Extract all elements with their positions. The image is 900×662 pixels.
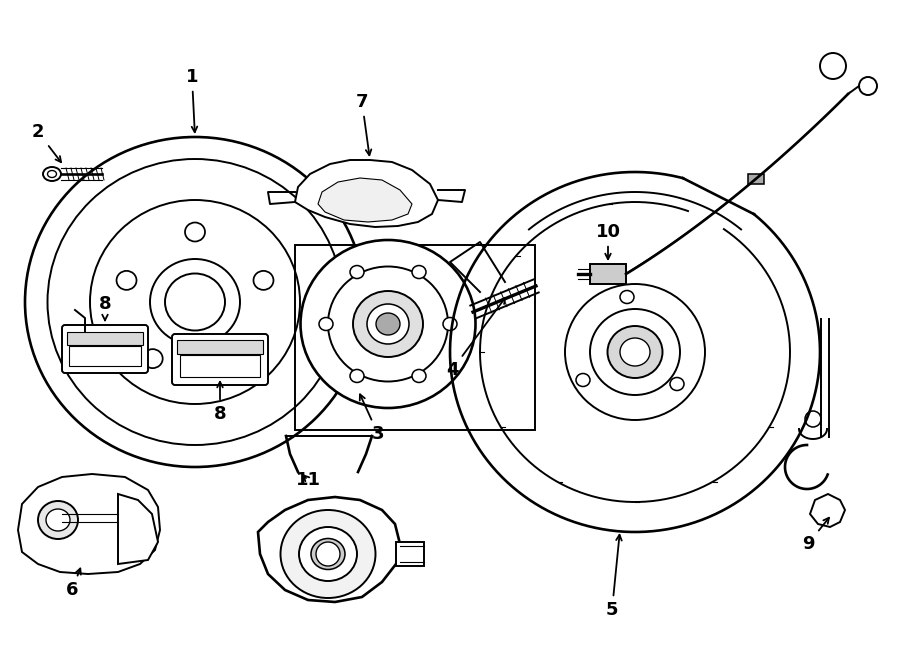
Bar bbox=[396, 542, 424, 566]
Text: 1: 1 bbox=[185, 68, 198, 132]
Ellipse shape bbox=[116, 271, 137, 290]
Ellipse shape bbox=[38, 501, 78, 539]
Ellipse shape bbox=[443, 318, 457, 330]
Ellipse shape bbox=[367, 304, 409, 344]
Ellipse shape bbox=[25, 137, 365, 467]
Text: 7: 7 bbox=[356, 93, 372, 156]
Ellipse shape bbox=[150, 259, 240, 345]
Text: 3: 3 bbox=[360, 395, 384, 443]
Ellipse shape bbox=[143, 349, 163, 368]
Ellipse shape bbox=[185, 222, 205, 242]
Ellipse shape bbox=[48, 159, 343, 445]
Ellipse shape bbox=[620, 338, 650, 366]
Bar bbox=[177, 340, 263, 354]
Bar bbox=[295, 245, 535, 430]
Text: 9: 9 bbox=[802, 518, 829, 553]
Polygon shape bbox=[118, 494, 158, 564]
Bar bbox=[67, 332, 143, 345]
Polygon shape bbox=[258, 497, 400, 602]
Bar bbox=[69, 346, 141, 366]
Bar bbox=[180, 355, 260, 377]
Ellipse shape bbox=[254, 271, 274, 290]
Ellipse shape bbox=[328, 267, 448, 381]
Ellipse shape bbox=[376, 313, 400, 335]
Ellipse shape bbox=[565, 284, 705, 420]
Text: 8: 8 bbox=[99, 295, 112, 320]
Polygon shape bbox=[810, 494, 845, 527]
Text: 4: 4 bbox=[446, 298, 505, 379]
Ellipse shape bbox=[299, 527, 357, 581]
Circle shape bbox=[316, 542, 340, 566]
FancyBboxPatch shape bbox=[62, 325, 148, 373]
Ellipse shape bbox=[311, 538, 345, 569]
Ellipse shape bbox=[412, 369, 426, 383]
Ellipse shape bbox=[350, 369, 364, 383]
Text: 10: 10 bbox=[596, 223, 620, 260]
Ellipse shape bbox=[46, 509, 70, 531]
Ellipse shape bbox=[281, 510, 375, 598]
Ellipse shape bbox=[319, 318, 333, 330]
Text: 8: 8 bbox=[213, 382, 226, 423]
Ellipse shape bbox=[43, 167, 61, 181]
Bar bbox=[590, 264, 626, 284]
Polygon shape bbox=[295, 160, 438, 227]
Ellipse shape bbox=[90, 200, 300, 404]
Ellipse shape bbox=[350, 265, 364, 279]
Ellipse shape bbox=[48, 171, 57, 177]
Ellipse shape bbox=[301, 240, 475, 408]
Ellipse shape bbox=[165, 273, 225, 330]
Text: 6: 6 bbox=[66, 569, 81, 599]
Ellipse shape bbox=[228, 349, 248, 368]
Polygon shape bbox=[318, 178, 412, 222]
Ellipse shape bbox=[590, 309, 680, 395]
Ellipse shape bbox=[412, 265, 426, 279]
Ellipse shape bbox=[620, 291, 634, 303]
Text: 11: 11 bbox=[295, 471, 320, 489]
Text: 2: 2 bbox=[32, 123, 61, 162]
Ellipse shape bbox=[670, 377, 684, 391]
FancyBboxPatch shape bbox=[172, 334, 268, 385]
Ellipse shape bbox=[353, 291, 423, 357]
Ellipse shape bbox=[576, 373, 590, 387]
Polygon shape bbox=[18, 474, 160, 574]
Ellipse shape bbox=[608, 326, 662, 378]
Bar bbox=[748, 174, 763, 184]
Circle shape bbox=[805, 411, 821, 427]
Text: 5: 5 bbox=[606, 535, 622, 619]
